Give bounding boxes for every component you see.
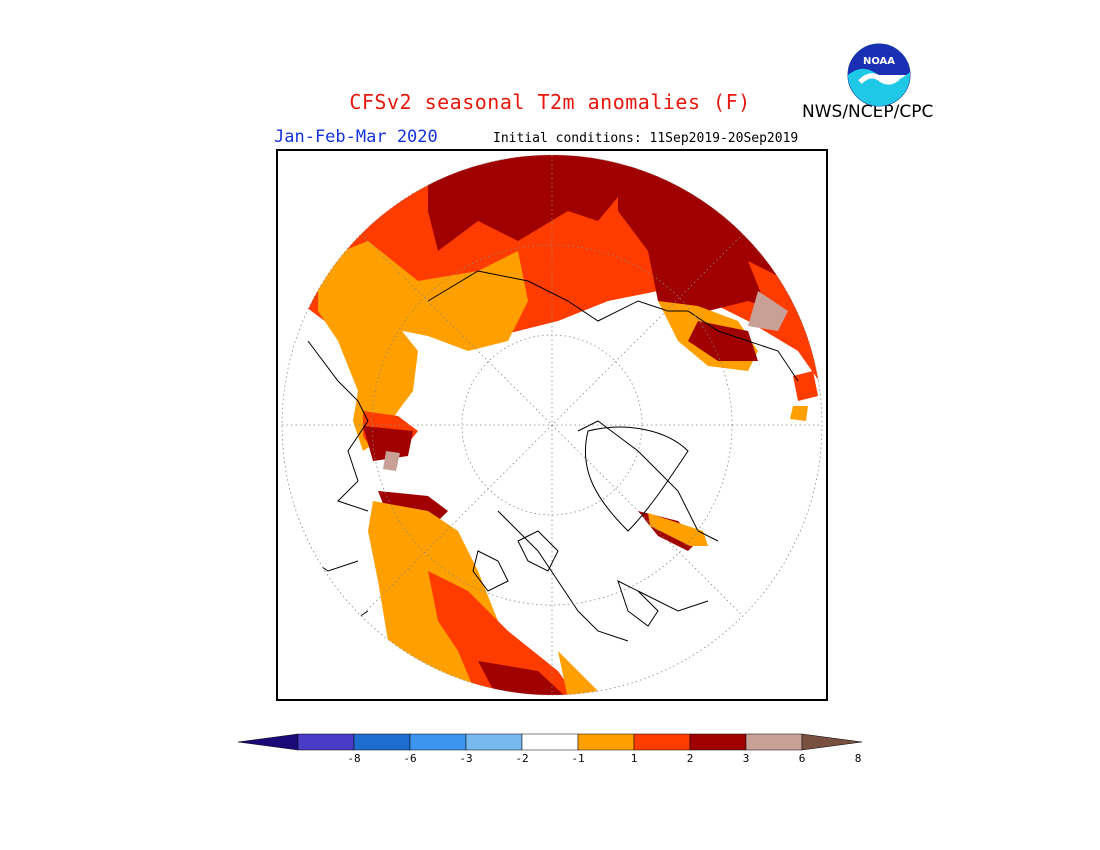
- colorbar-segment-neg_2_1: [465, 733, 523, 751]
- region-canada-central: [428, 571, 578, 695]
- colorbar-tick-label: 3: [742, 752, 750, 765]
- colorbar-segment-pos_3_6: [689, 733, 747, 751]
- colorbar-segment-pos_2_3: [633, 733, 691, 751]
- colorbar-tick-label: -3: [459, 752, 473, 765]
- colorbar-segment-neutral: [521, 733, 579, 751]
- colorbar-tick-label: 1: [630, 752, 638, 765]
- region-northern-asia: [428, 155, 623, 251]
- region-europe-west: [338, 321, 418, 451]
- polar-anomaly-map: [276, 149, 828, 701]
- colorbar-tick-label: -6: [403, 752, 417, 765]
- colorbar-segment-pos_1_2: [577, 733, 635, 751]
- region-siberia-pale: [748, 291, 788, 331]
- region-central-asia: [318, 241, 528, 351]
- colorbar-tick-label: 6: [798, 752, 806, 765]
- initial-conditions-label: Initial conditions: 11Sep2019-20Sep2019: [493, 131, 799, 146]
- region-northeast-america-coast: [558, 651, 608, 695]
- colorbar-segment-pos_6_8: [745, 733, 803, 751]
- colorbar-segment-neg_6_3: [353, 733, 411, 751]
- colorbar-tick-label: -2: [515, 752, 529, 765]
- map-title: CFSv2 seasonal T2m anomalies (F): [349, 90, 751, 114]
- agency-label: NWS/NCEP/CPC: [802, 102, 934, 122]
- region-arctic-ocean: [418, 341, 698, 521]
- colorbar-arrow-low: [237, 733, 299, 751]
- colorbar: [237, 732, 863, 772]
- season-label: Jan-Feb-Mar 2020: [274, 127, 438, 147]
- region-greenland-east-mild: [648, 513, 708, 546]
- noaa-logo: NOAA: [846, 42, 912, 108]
- region-hudson: [478, 661, 568, 695]
- colorbar-tick-label: -1: [571, 752, 585, 765]
- region-japan-warm: [793, 371, 818, 401]
- noaa-logo-text: NOAA: [863, 56, 895, 67]
- region-atlantic-pale: [383, 451, 400, 471]
- region-north-africa: [363, 426, 413, 461]
- region-japan-mild: [790, 406, 808, 421]
- map-boundary: [281, 154, 823, 696]
- region-pacific-east: [748, 261, 822, 386]
- colorbar-tick-label: 2: [686, 752, 694, 765]
- colorbar-segment-neg_3_2: [409, 733, 467, 751]
- colorbar-tick-label: 8: [854, 752, 862, 765]
- colorbar-arrow-high: [801, 733, 863, 751]
- colorbar-segment-neg_8_6: [297, 733, 355, 751]
- colorbar-tick-label: -8: [347, 752, 361, 765]
- graticule-layer: [282, 155, 822, 695]
